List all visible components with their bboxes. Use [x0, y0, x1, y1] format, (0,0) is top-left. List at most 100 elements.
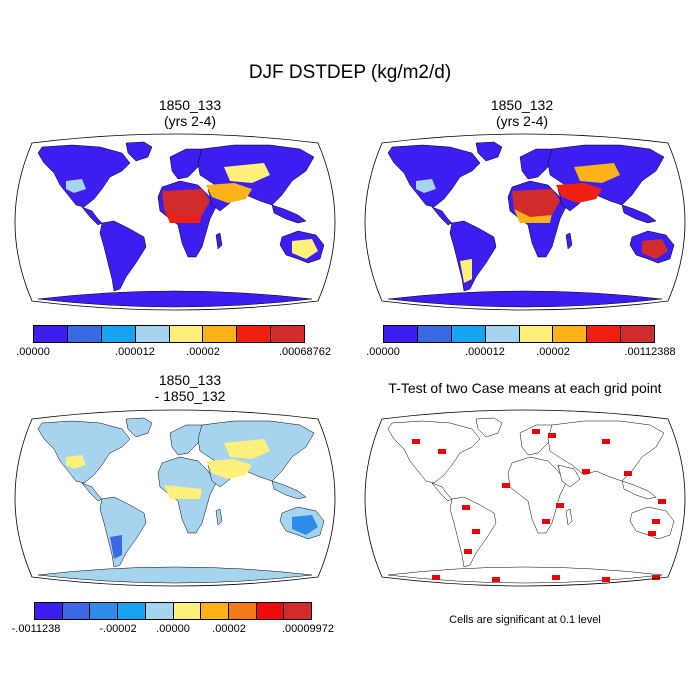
difference-field	[206, 459, 252, 479]
colorbar-swatch	[519, 326, 554, 342]
map-case2	[364, 133, 686, 311]
significant-cell	[502, 483, 510, 488]
map-diff	[14, 409, 336, 587]
significant-cell	[542, 519, 550, 524]
colorbar-swatch	[169, 326, 204, 342]
colorbar-swatch	[284, 603, 312, 619]
land-seAsia	[621, 480, 657, 500]
colorbar-swatch	[553, 326, 588, 342]
significant-cell	[658, 499, 666, 504]
land-antarctica	[387, 566, 663, 584]
land-madagascar	[565, 508, 573, 526]
dust-field	[556, 183, 602, 203]
colorbar-swatch	[485, 326, 520, 342]
significant-cell	[582, 469, 590, 474]
dust-field	[642, 239, 668, 259]
significant-cell	[652, 519, 660, 524]
colorbar-case1-label: .00002	[186, 346, 220, 358]
significant-cell	[472, 529, 480, 534]
colorbar-case2-label: .00002	[536, 346, 570, 358]
land-greenland	[475, 417, 503, 438]
colorbar-case1	[33, 325, 305, 343]
significant-cell	[492, 577, 500, 582]
map-case1	[14, 133, 336, 311]
colorbar-case1-label: .00000	[16, 346, 50, 358]
panel-title-ttest: T-Test of two Case means at each grid po…	[388, 380, 662, 396]
map-border	[14, 133, 336, 311]
significant-cell	[438, 449, 446, 454]
colorbar-swatch	[271, 326, 304, 342]
dust-field	[574, 163, 620, 183]
colorbar-case2	[383, 325, 655, 343]
land-antarctica	[37, 566, 313, 584]
land-europe	[519, 424, 559, 456]
land-northAmerica	[387, 420, 481, 484]
figure-title: DJF DSTDEP (kg/m2/d)	[248, 62, 452, 83]
colorbar-diff-label: .00009972	[282, 623, 334, 635]
colorbar-swatch	[417, 326, 452, 342]
colorbar-diff	[34, 602, 312, 620]
land-antarctica	[387, 290, 663, 308]
land-europe	[169, 424, 209, 456]
colorbar-case2-label: .00112388	[624, 346, 676, 358]
colorbar-diff-label: .00000	[156, 623, 190, 635]
colorbar-diff-label: -.0011238	[11, 623, 61, 635]
land-northAmerica	[387, 144, 481, 208]
colorbar-swatch	[256, 603, 285, 619]
colorbar-swatch	[621, 326, 654, 342]
land-antarctica	[37, 290, 313, 308]
land-madagascar	[215, 508, 223, 526]
colorbar-diff-label: -.00002	[99, 623, 137, 635]
colorbar-diff-label: .00002	[212, 623, 246, 635]
land-europe	[519, 148, 559, 180]
colorbar-swatch	[62, 603, 91, 619]
significant-cell	[648, 531, 656, 536]
colorbar-swatch	[201, 603, 229, 619]
land-greenland	[125, 417, 153, 438]
map-ttest	[364, 409, 686, 587]
difference-field	[110, 535, 122, 559]
colorbar-swatch	[451, 326, 486, 342]
colorbar-swatch	[118, 603, 146, 619]
difference-field	[66, 455, 86, 469]
land-southAmerica	[99, 220, 147, 292]
dust-field	[512, 189, 560, 217]
difference-field	[224, 439, 270, 459]
colorbar-swatch	[145, 603, 174, 619]
land-madagascar	[215, 232, 223, 250]
panel-title-case1: 1850_133 (yrs 2-4)	[158, 97, 222, 129]
land-southAmerica	[99, 496, 147, 568]
land-africa	[507, 456, 567, 534]
significant-cell	[556, 503, 564, 508]
colorbar-swatch	[587, 326, 622, 342]
significant-cell	[432, 575, 440, 580]
significant-cell	[532, 429, 540, 434]
land-madagascar	[565, 232, 573, 250]
difference-field	[164, 485, 202, 499]
significant-cell	[652, 575, 660, 580]
land-southAmerica	[449, 220, 497, 292]
colorbar-case2-label: .000012	[465, 346, 505, 358]
dust-field	[292, 239, 318, 259]
significant-cell	[462, 505, 470, 510]
dust-field	[162, 189, 210, 217]
colorbar-case2-label: .00000	[366, 346, 400, 358]
colorbar-swatch	[384, 326, 418, 342]
significant-cell	[412, 439, 420, 444]
colorbar-swatch	[203, 326, 238, 342]
colorbar-case1-label: .000012	[115, 346, 155, 358]
land-seAsia	[621, 204, 657, 224]
colorbar-swatch	[67, 326, 102, 342]
significant-cell	[552, 575, 560, 580]
land-northAmerica	[37, 420, 131, 484]
significant-cell	[624, 471, 632, 476]
land-greenland	[125, 141, 153, 162]
dust-field	[224, 163, 270, 183]
dust-field	[206, 183, 252, 203]
significant-cell	[602, 577, 610, 582]
colorbar-swatch	[101, 326, 136, 342]
significant-cell	[548, 433, 556, 438]
map-border	[364, 133, 686, 311]
dust-field	[416, 179, 436, 193]
land-northAmerica	[37, 144, 131, 208]
